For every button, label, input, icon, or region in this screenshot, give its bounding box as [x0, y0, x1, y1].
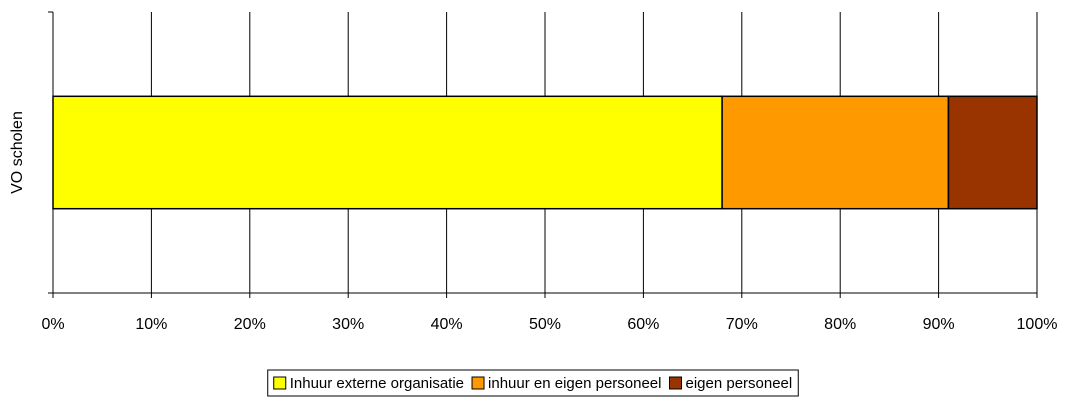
x-tick-label: 50% — [529, 316, 561, 333]
x-tick-label: 0% — [41, 316, 64, 333]
legend-label: Inhuur externe organisatie — [290, 375, 464, 392]
x-tick-label: 80% — [824, 316, 856, 333]
x-tick-label: 60% — [627, 316, 659, 333]
bar — [721, 95, 950, 210]
legend-swatch — [273, 376, 287, 390]
x-tick-label: 30% — [332, 316, 364, 333]
legend-swatch — [471, 376, 485, 390]
legend-box — [267, 369, 799, 397]
x-tick-label: 20% — [234, 316, 266, 333]
legend-swatch — [668, 376, 682, 390]
bar — [52, 95, 723, 210]
x-tick-label: 40% — [431, 316, 463, 333]
x-tick-label: 100% — [1017, 316, 1058, 333]
legend-label: inhuur en eigen personeel — [488, 375, 661, 392]
x-tick-label: 70% — [726, 316, 758, 333]
x-tick-label: 10% — [135, 316, 167, 333]
x-tick-label: 90% — [923, 316, 955, 333]
legend-label: eigen personeel — [685, 375, 792, 392]
bar — [947, 95, 1038, 210]
y-tick-label: VO scholen — [9, 111, 26, 194]
